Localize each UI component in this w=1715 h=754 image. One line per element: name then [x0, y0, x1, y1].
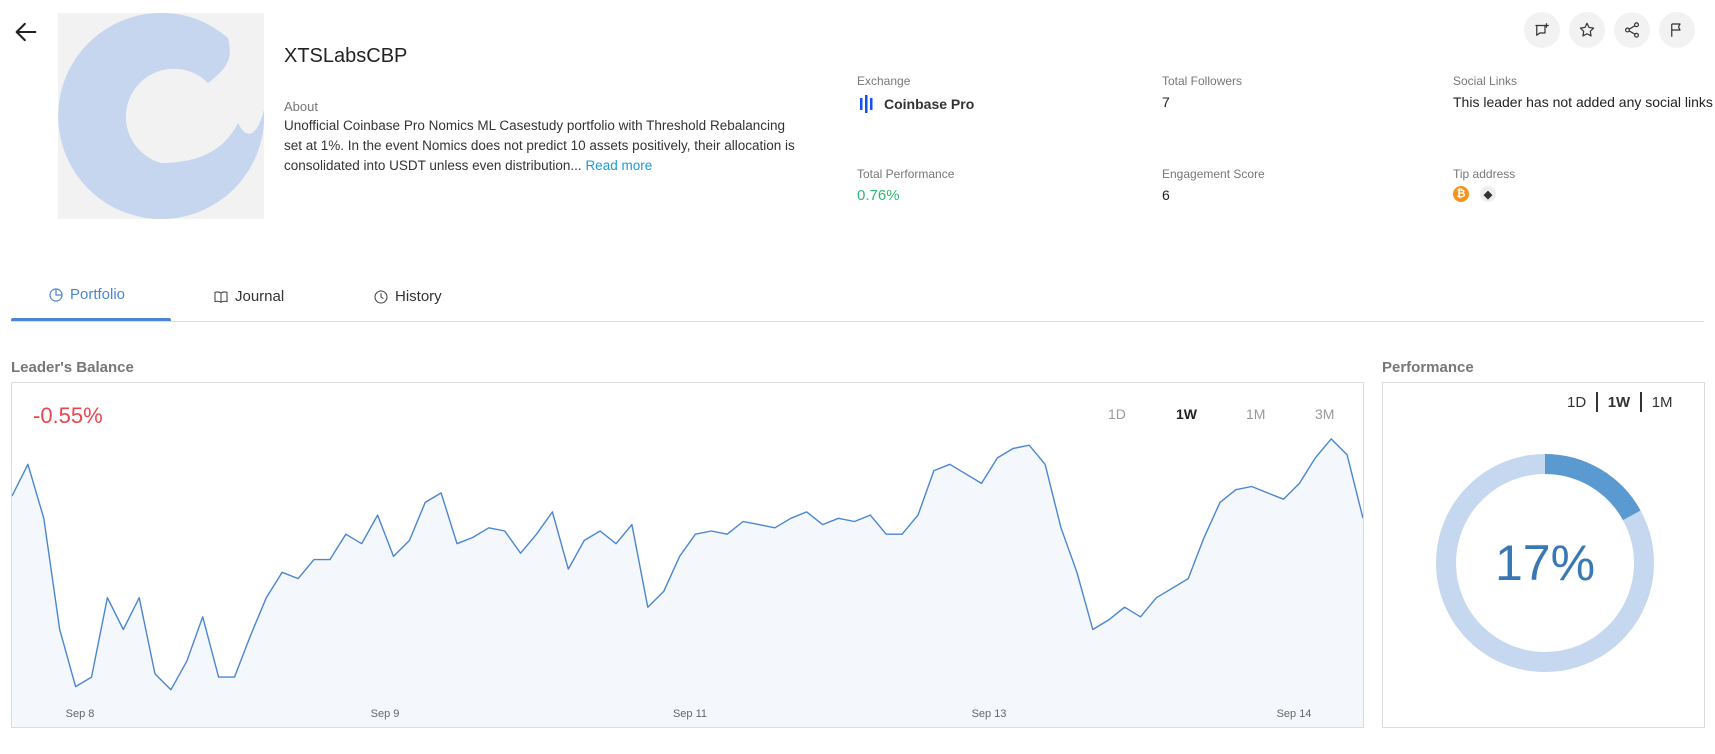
tabs-divider	[11, 321, 1704, 322]
tab-history-label: History	[395, 288, 442, 305]
tab-journal[interactable]: Journal	[213, 288, 284, 305]
donut-fill	[1544, 454, 1641, 521]
report-button[interactable]	[1659, 12, 1695, 48]
share-icon	[1625, 22, 1639, 38]
read-more-link[interactable]: Read more	[585, 158, 653, 173]
range-separator	[1640, 392, 1642, 412]
share-button[interactable]	[1614, 12, 1650, 48]
exchange-value: Coinbase Pro	[860, 95, 974, 113]
engagement-value: 6	[1162, 187, 1170, 203]
tip-address-label: Tip address	[1453, 167, 1516, 181]
book-icon	[214, 290, 228, 303]
active-tab-indicator	[11, 318, 171, 322]
star-icon	[1579, 22, 1595, 37]
x-tick-label: Sep 9	[371, 708, 400, 720]
arrow-left-icon	[15, 22, 37, 42]
exchange-name: Coinbase Pro	[884, 96, 975, 112]
favorite-button[interactable]	[1569, 12, 1605, 48]
balance-line	[12, 438, 1363, 691]
followers-label: Total Followers	[1162, 74, 1243, 88]
x-tick-label: Sep 13	[972, 708, 1007, 720]
performance-donut	[1436, 454, 1654, 672]
social-links-label: Social Links	[1453, 74, 1518, 88]
add-to-list-button[interactable]	[1524, 12, 1560, 48]
tab-portfolio[interactable]: Portfolio	[48, 286, 125, 303]
balance-chart: Sep 8 Sep 9 Sep 11 Sep 13 Sep 14	[12, 438, 1363, 727]
x-tick-label: Sep 8	[66, 708, 95, 720]
tab-journal-label: Journal	[235, 288, 285, 305]
balance-change: -0.55%	[33, 403, 103, 428]
tip-address-coins: ₿ ◆	[1453, 186, 1496, 202]
tab-portfolio-label: Portfolio	[70, 286, 126, 303]
clock-icon	[374, 289, 388, 304]
leader-name: XTSLabsCBP	[284, 45, 408, 67]
about-label: About	[284, 99, 318, 114]
performance-range-1w[interactable]: 1W	[1607, 393, 1631, 411]
total-performance-value: 0.76%	[857, 187, 900, 204]
x-tick-label: Sep 11	[673, 708, 707, 720]
performance-title: Performance	[1382, 359, 1474, 376]
balance-range-3m[interactable]: 3M	[1315, 406, 1335, 422]
tab-history[interactable]: History	[373, 288, 442, 305]
about-description: Unofficial Coinbase Pro Nomics ML Casest…	[284, 118, 795, 173]
performance-range-1d[interactable]: 1D	[1567, 393, 1587, 411]
add-to-list-icon	[1535, 23, 1549, 36]
balance-title: Leader's Balance	[11, 359, 134, 376]
pie-chart-icon	[49, 287, 63, 302]
bitcoin-icon[interactable]: ₿	[1453, 186, 1469, 202]
action-buttons	[1524, 12, 1695, 48]
exchange-label: Exchange	[857, 74, 911, 88]
coinbase-logo-icon	[58, 13, 264, 219]
total-performance-label: Total Performance	[857, 167, 955, 181]
about-text: Unofficial Coinbase Pro Nomics ML Casest…	[284, 116, 804, 176]
balance-range-1m[interactable]: 1M	[1246, 406, 1266, 422]
balance-chart-panel: -0.55% 1D 1W 1M 3M Sep 8 Sep 9 Sep 11 Sep 1…	[11, 382, 1364, 728]
engagement-label: Engagement Score	[1162, 167, 1265, 181]
range-separator	[1596, 392, 1598, 412]
x-tick-label: Sep 14	[1277, 708, 1312, 720]
performance-range-selector: 1D 1W 1M	[1567, 392, 1673, 412]
balance-range-1d[interactable]: 1D	[1108, 406, 1126, 422]
back-button[interactable]	[12, 18, 40, 46]
performance-range-1m[interactable]: 1M	[1651, 393, 1673, 411]
balance-area	[12, 438, 1363, 727]
performance-panel: 1D 1W 1M 17%	[1382, 382, 1705, 728]
balance-range-1w[interactable]: 1W	[1176, 406, 1197, 422]
followers-value: 7	[1162, 94, 1170, 110]
ethereum-icon[interactable]: ◆	[1480, 186, 1496, 202]
leader-avatar	[58, 13, 264, 219]
social-links-value: This leader has not added any social lin…	[1453, 94, 1713, 110]
coinbase-pro-icon	[860, 95, 873, 113]
performance-value: 17%	[1494, 535, 1596, 591]
flag-icon	[1671, 23, 1681, 37]
